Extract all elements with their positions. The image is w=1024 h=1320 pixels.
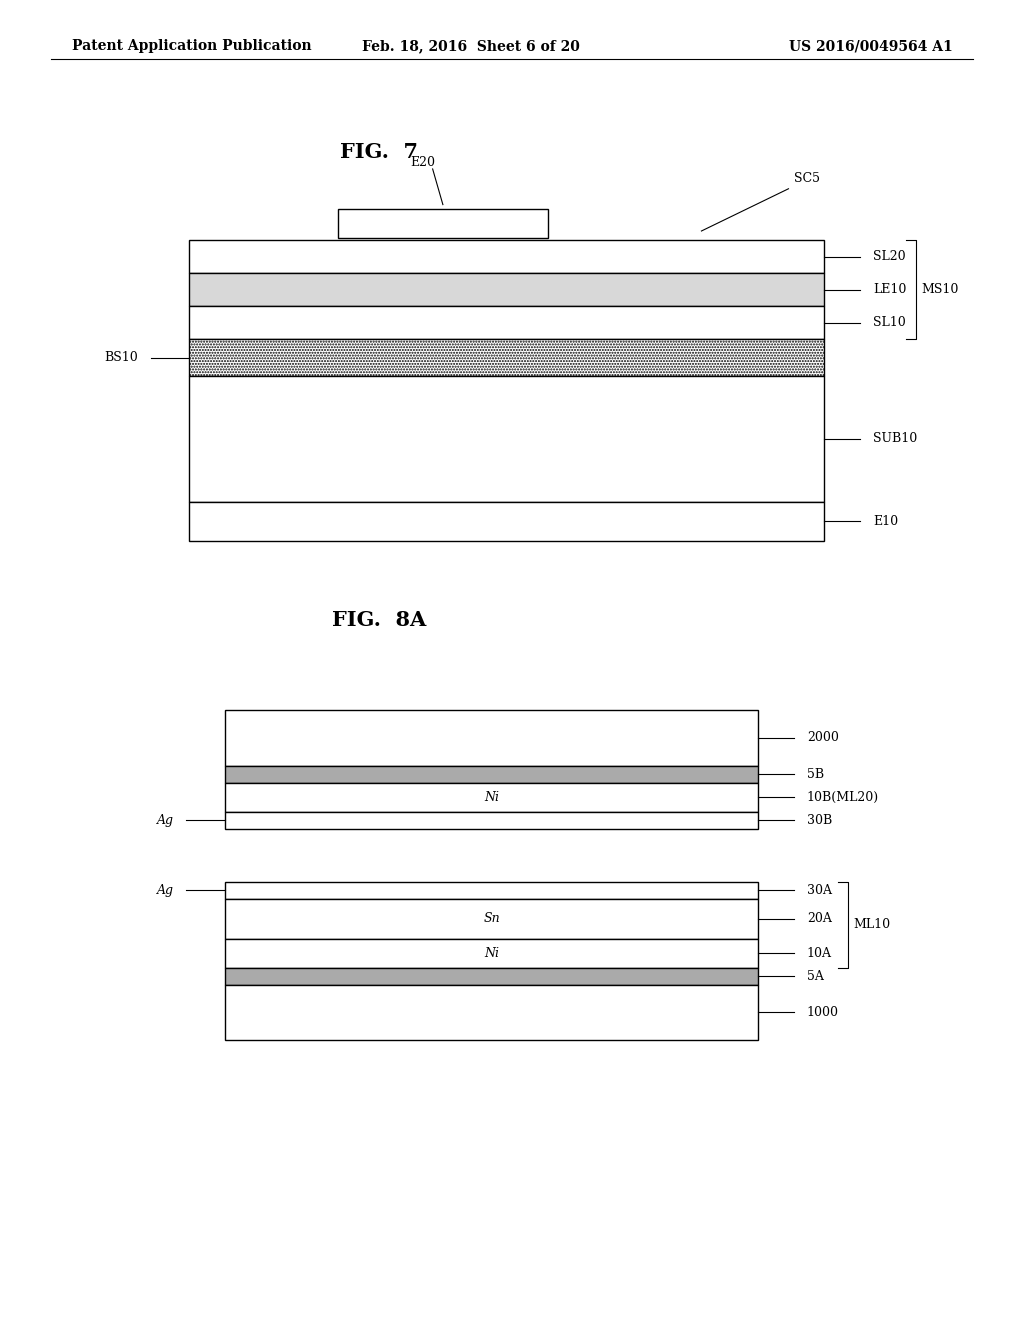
Text: E20: E20: [410, 156, 435, 169]
Text: 1000: 1000: [807, 1006, 839, 1019]
Text: Sn: Sn: [483, 912, 500, 925]
Text: Ag: Ag: [157, 884, 174, 896]
Text: Ni: Ni: [484, 791, 499, 804]
Bar: [189, 502, 824, 541]
Text: SL10: SL10: [873, 317, 906, 329]
Text: FIG.  7: FIG. 7: [340, 141, 418, 162]
Bar: [225, 899, 758, 939]
Bar: [225, 985, 758, 1040]
Text: SL20: SL20: [873, 251, 906, 263]
Text: 5B: 5B: [807, 768, 824, 780]
Text: Patent Application Publication: Patent Application Publication: [72, 40, 311, 53]
Bar: [338, 209, 548, 238]
Text: 30A: 30A: [807, 884, 831, 896]
Text: 2000: 2000: [807, 731, 839, 744]
Text: LE10: LE10: [873, 284, 907, 296]
Text: MS10: MS10: [922, 284, 958, 296]
Bar: [189, 306, 824, 339]
Bar: [225, 882, 758, 899]
Text: FIG.  8A: FIG. 8A: [332, 610, 426, 631]
Text: SUB10: SUB10: [873, 433, 918, 445]
Text: E10: E10: [873, 515, 899, 528]
Bar: [225, 968, 758, 985]
Bar: [225, 812, 758, 829]
Text: ML10: ML10: [853, 919, 890, 931]
Text: 10A: 10A: [807, 946, 831, 960]
Bar: [189, 339, 824, 376]
Bar: [225, 710, 758, 766]
Text: 5A: 5A: [807, 970, 823, 982]
Text: Feb. 18, 2016  Sheet 6 of 20: Feb. 18, 2016 Sheet 6 of 20: [362, 40, 580, 53]
Text: BS10: BS10: [104, 351, 138, 364]
Text: 10B(ML20): 10B(ML20): [807, 791, 879, 804]
Bar: [225, 766, 758, 783]
Bar: [225, 783, 758, 812]
Bar: [225, 939, 758, 968]
Bar: [189, 240, 824, 273]
Text: SC5: SC5: [794, 172, 819, 185]
Text: 20A: 20A: [807, 912, 831, 925]
Bar: [189, 273, 824, 306]
Text: US 2016/0049564 A1: US 2016/0049564 A1: [788, 40, 952, 53]
Text: Ni: Ni: [484, 946, 499, 960]
Bar: [189, 376, 824, 502]
Text: Ag: Ag: [157, 814, 174, 826]
Text: 30B: 30B: [807, 814, 833, 826]
